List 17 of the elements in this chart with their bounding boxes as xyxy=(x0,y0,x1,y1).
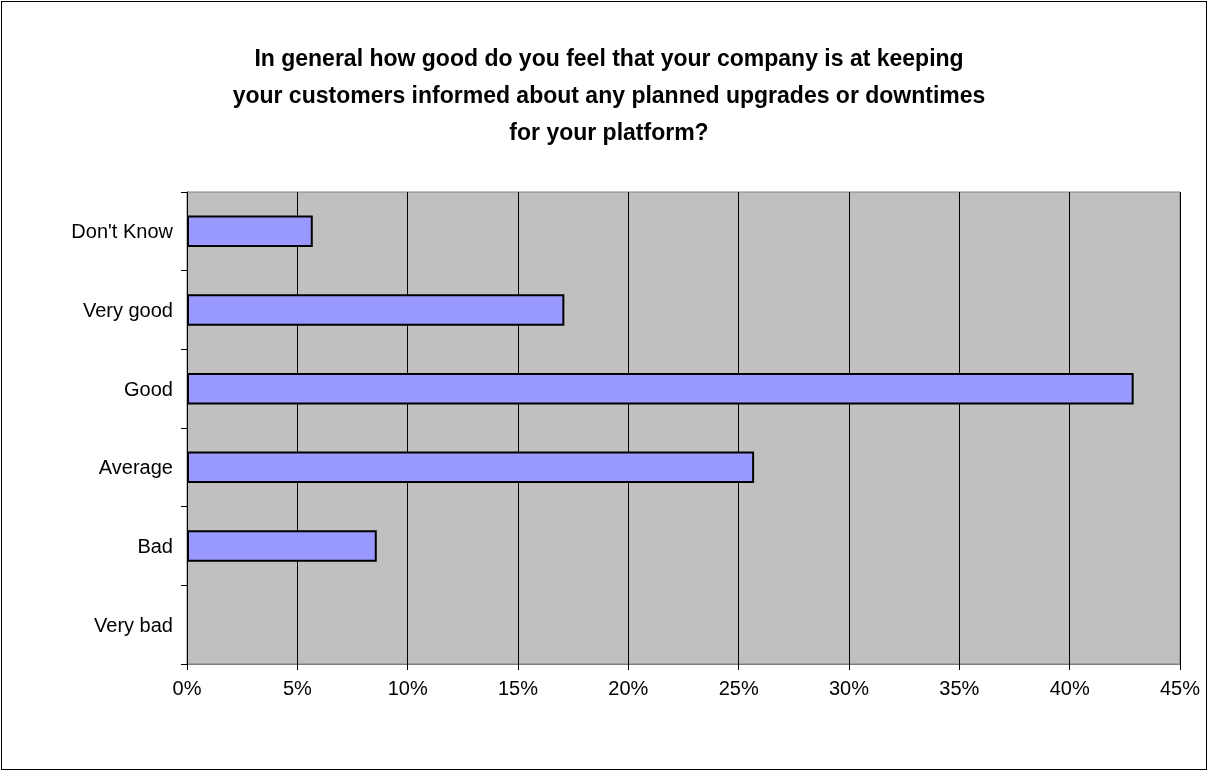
chart-title: In general how good do you feel that your company is at keeping your customers informed about any planned upgrades or downtimes for your platform? xyxy=(232,44,986,145)
x-tick-label: 40% xyxy=(1049,677,1090,699)
x-tick-label: 0% xyxy=(172,677,202,699)
x-tick-label: 15% xyxy=(497,677,539,699)
y-tick-label: Don't Know xyxy=(71,220,174,243)
y-tick-label: Very good xyxy=(82,299,173,321)
x-tick-label: 5% xyxy=(282,677,312,699)
y-tick-label: Good xyxy=(124,377,173,400)
x-tick-label: 10% xyxy=(387,677,428,699)
x-tick-label: 20% xyxy=(608,677,649,699)
x-tick-label: 25% xyxy=(718,677,759,699)
y-tick-label: Bad xyxy=(137,535,173,557)
y-tick-label: Very bad xyxy=(94,613,173,636)
x-tick-label: 45% xyxy=(1159,677,1201,699)
y-tick-label: Average xyxy=(98,456,173,479)
x-tick-label: 35% xyxy=(939,677,980,699)
x-tick-label: 30% xyxy=(828,677,870,699)
